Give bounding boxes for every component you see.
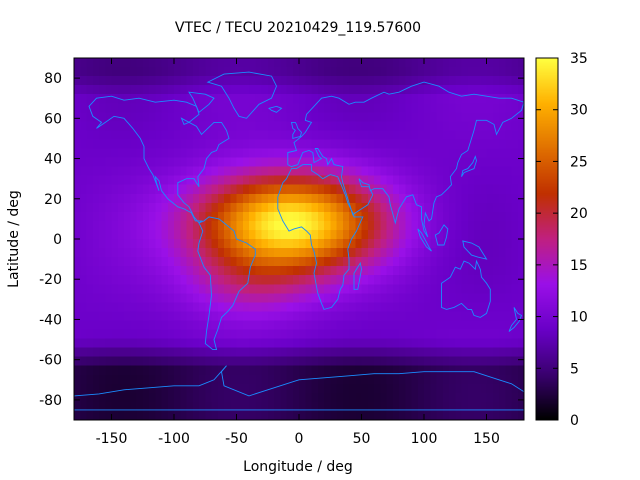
colorbar-tick-label: 35 (570, 51, 588, 67)
x-axis-ticks: -150 -100 -50 0 50 100 150 (96, 58, 500, 447)
coastline-australia (441, 259, 491, 318)
y-tick-label: 40 (44, 152, 62, 168)
x-tick-label: 100 (411, 431, 438, 447)
plot-area: -150 -100 -50 0 50 100 150 -80 -60 -40 -20 0 20 40 60… (39, 57, 525, 447)
y-tick-label: -80 (39, 393, 62, 409)
vtec-heatmap (74, 58, 524, 420)
coastline-iceland (268, 105, 283, 113)
colorbar-tick-label: 20 (570, 206, 588, 222)
coastline-north-america (88, 95, 230, 224)
y-tick-label: 0 (53, 232, 62, 248)
x-tick-label: 150 (473, 431, 500, 447)
coastline-baffin (188, 91, 215, 114)
y-tick-label: -20 (39, 272, 62, 288)
x-tick-label: 0 (295, 431, 304, 447)
colorbar-tick-label: 25 (570, 154, 588, 170)
colorbar-tick-label: 30 (570, 103, 588, 119)
coastline-greenland (206, 71, 277, 119)
x-tick-label: -50 (225, 431, 248, 447)
x-axis-label: Longitude / deg (243, 459, 353, 475)
coastline-japan (461, 155, 477, 177)
y-tick-label: 20 (44, 192, 62, 208)
chart-title: VTEC / TECU 20210429_119.57600 (175, 20, 421, 36)
coastline-new-guinea (462, 240, 488, 260)
coastline-madagascar (353, 261, 362, 290)
coastline-south-america (197, 216, 256, 351)
x-tick-label: -100 (158, 431, 190, 447)
colorbar-tick-label: 10 (570, 310, 588, 326)
y-tick-label: -60 (39, 353, 62, 369)
y-tick-label: -40 (39, 312, 62, 328)
colorbar: 0 5 10 15 20 25 30 35 (535, 51, 588, 429)
colorbar-tick-label: 0 (570, 413, 579, 429)
coastline-antarctica (74, 365, 524, 411)
coastline-uk (290, 121, 303, 139)
coastlines (74, 71, 524, 411)
y-axis-ticks: -80 -60 -40 -20 0 20 40 60 80 (39, 71, 524, 409)
x-tick-label: 50 (353, 431, 371, 447)
coastline-borneo (434, 224, 449, 246)
x-tick-label: -150 (96, 431, 128, 447)
colorbar-frame (535, 57, 559, 421)
y-axis-label: Latitude / deg (6, 190, 22, 288)
colorbar-ticks: 0 5 10 15 20 25 30 35 (536, 51, 588, 429)
coastline-new-zealand (508, 307, 523, 332)
coastline-indonesia (417, 228, 432, 252)
colorbar-gradient (536, 58, 558, 420)
y-tick-label: 80 (44, 71, 62, 87)
colorbar-tick-label: 15 (570, 258, 588, 274)
y-tick-label: 60 (44, 111, 62, 127)
coastline-africa (277, 164, 364, 310)
colorbar-tick-label: 5 (570, 361, 579, 377)
coastline-eurasia (287, 81, 524, 238)
